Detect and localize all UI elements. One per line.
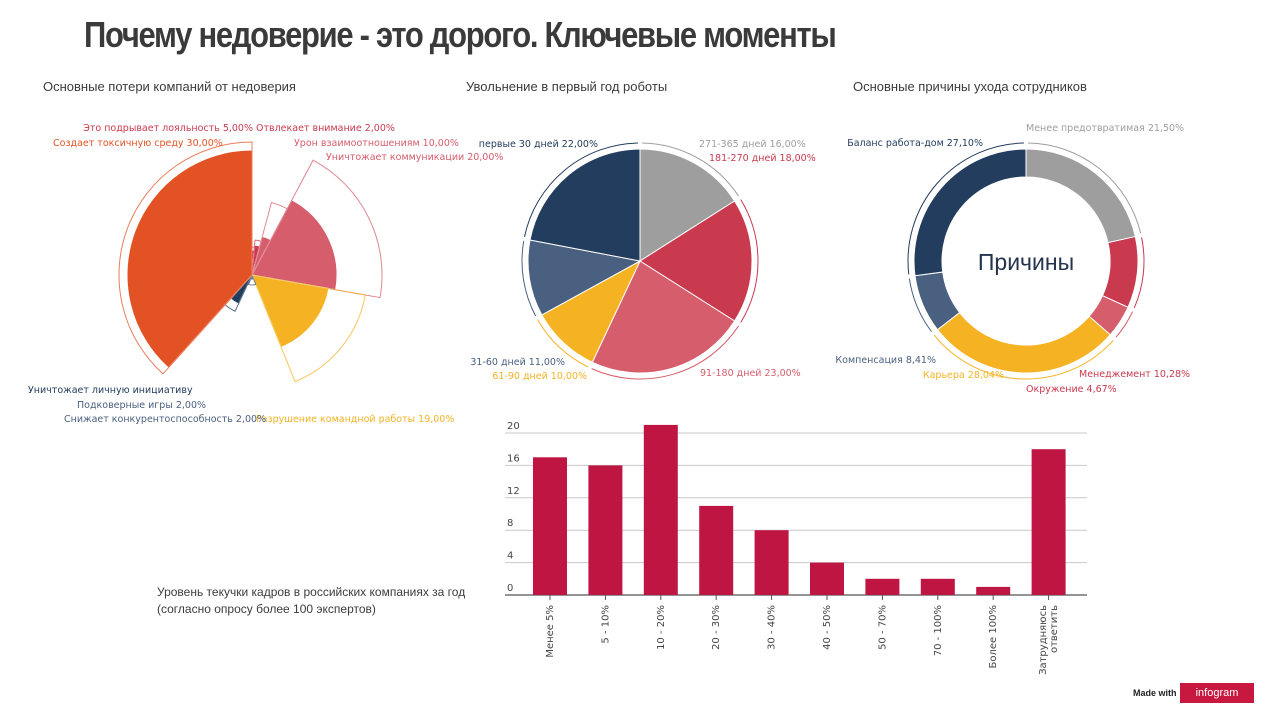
reasons-label-0: Менее предотвратимая 21,50% (1026, 123, 1184, 134)
reasons-bracket-0 (1028, 142, 1142, 234)
bar-5[interactable] (810, 562, 844, 595)
first-year-label-5: первые 30 дней 22,00% (479, 139, 598, 150)
losses-outline-3 (251, 159, 383, 299)
losses-label-2: Урон взаимоотношениям 10,00% (294, 138, 459, 149)
first-year-slice-2[interactable] (591, 260, 736, 374)
bar-xtick-label-6-0: 50 - 70% (877, 605, 888, 650)
bar-1[interactable] (588, 465, 623, 595)
first-year-slice-1[interactable] (639, 200, 753, 322)
first-year-bracket-4 (521, 240, 537, 317)
losses-label-0: Это подрывает лояльность 5,00% (83, 123, 253, 134)
losses-label-8: Создает токсичную среду 30,00% (53, 138, 223, 149)
bar-9[interactable] (1031, 449, 1066, 595)
bar-3[interactable] (699, 505, 734, 595)
reasons-label-1: Менеджемент 10,28% (1079, 369, 1190, 380)
first-year-slice-0[interactable] (639, 148, 736, 262)
bar-4[interactable] (754, 530, 789, 595)
infogram-logo[interactable]: infogram (1180, 683, 1254, 703)
reasons-slice-0[interactable] (1025, 148, 1136, 244)
bar-2[interactable] (643, 424, 678, 595)
first-year-label-1: 181-270 дней 18,00% (709, 153, 816, 164)
bar-ytick-5: 20 (507, 421, 520, 432)
first-year-bracket-0 (642, 142, 739, 197)
bar-ytick-3: 12 (507, 486, 520, 497)
losses-slice-3[interactable] (251, 199, 338, 291)
bar-8[interactable] (976, 586, 1011, 595)
reasons-label-5: Баланс работа-дом 27,10% (847, 138, 983, 149)
bar-xtick-label-8-0: Более 100% (988, 605, 999, 668)
first-year-label-3: 61-90 дней 10,00% (492, 371, 587, 382)
reasons-label-2: Окружение 4,67% (1026, 384, 1117, 395)
reasons-bracket-3 (933, 334, 1114, 380)
first-year-label-0: 271-365 дней 16,00% (699, 139, 806, 150)
bar-xtick-label-4-0: 30 - 40% (767, 605, 778, 650)
bar-ytick-2: 8 (507, 518, 513, 529)
bar-ytick-4: 16 (507, 453, 520, 464)
bar-xtick-label-5-0: 40 - 50% (822, 605, 833, 650)
reasons-bracket-5 (907, 142, 1024, 275)
reasons-bracket-2 (1115, 311, 1134, 338)
bar-xtick-label-3-0: 20 - 30% (711, 605, 722, 650)
bar-chart-note-line-1: Уровень текучки кадров в российских комп… (157, 585, 466, 599)
losses-label-1: Отвлекает внимание 2,00% (256, 123, 395, 134)
bar-ytick-1: 4 (507, 551, 513, 562)
first-year-bracket-5 (524, 142, 638, 237)
made-with-label: Made with (1133, 688, 1177, 698)
bar-xtick-label-2-0: 10 - 20% (656, 605, 667, 650)
losses-label-7: Уничтожает личную инициативу (28, 385, 193, 396)
losses-outline-8 (118, 141, 253, 375)
losses-label-3: Уничтожает коммуникации 20,00% (326, 152, 503, 163)
bar-xtick-label-7-0: 70 - 100% (933, 605, 944, 656)
reasons-label-4: Компенсация 8,41% (835, 355, 936, 366)
reasons-bracket-4 (908, 278, 932, 333)
chart-title-first-year: Увольнение в первый год роботы (466, 79, 668, 94)
chart-title-reasons: Основные причины ухода сотрудников (853, 79, 1087, 94)
bar-xtick-label-9-1: ответить (1049, 605, 1060, 653)
bar-7[interactable] (920, 578, 955, 595)
bar-0[interactable] (533, 457, 567, 595)
first-year-bracket-1 (740, 199, 759, 323)
losses-label-5: Снижает конкурентоспособность 2,00% (64, 414, 266, 425)
reasons-slice-1[interactable] (1101, 235, 1139, 308)
reasons-center-label: Причины (978, 249, 1074, 275)
losses-label-6: Подковерные игры 2,00% (77, 400, 206, 411)
bar-6[interactable] (865, 578, 900, 595)
reasons-bracket-1 (1133, 237, 1145, 309)
first-year-bracket-3 (537, 319, 589, 368)
losses-slice-8[interactable] (126, 149, 253, 369)
chart-title-losses: Основные потери компаний от недоверия (43, 79, 296, 94)
page-title: Почему недоверие - это дорого. Ключевые … (84, 14, 837, 55)
bar-xtick-label-1-0: 5 - 10% (600, 605, 611, 644)
first-year-slice-5[interactable] (529, 148, 641, 262)
losses-slice-4[interactable] (251, 274, 330, 348)
bar-xtick-label-0-0: Менее 5% (545, 605, 556, 658)
first-year-label-4: 31-60 дней 11,00% (470, 357, 565, 368)
bar-ytick-0: 0 (507, 583, 513, 594)
bar-xtick-label-9-0: Затрудняюсь (1038, 605, 1049, 675)
bar-chart-note-line-2: (согласно опросу более 100 экспертов) (157, 602, 376, 616)
first-year-slice-4[interactable] (527, 239, 642, 316)
bar-chart-note: Уровень текучки кадров в российских комп… (157, 584, 465, 618)
first-year-bracket-2 (591, 325, 739, 380)
reasons-label-3: Карьера 28,04% (923, 370, 1004, 381)
losses-outline-4 (251, 274, 366, 383)
reasons-slice-5[interactable] (913, 148, 1027, 277)
losses-label-4: Разрушение командной работы 19,00% (256, 414, 454, 425)
first-year-label-2: 91-180 дней 23,00% (700, 368, 801, 379)
